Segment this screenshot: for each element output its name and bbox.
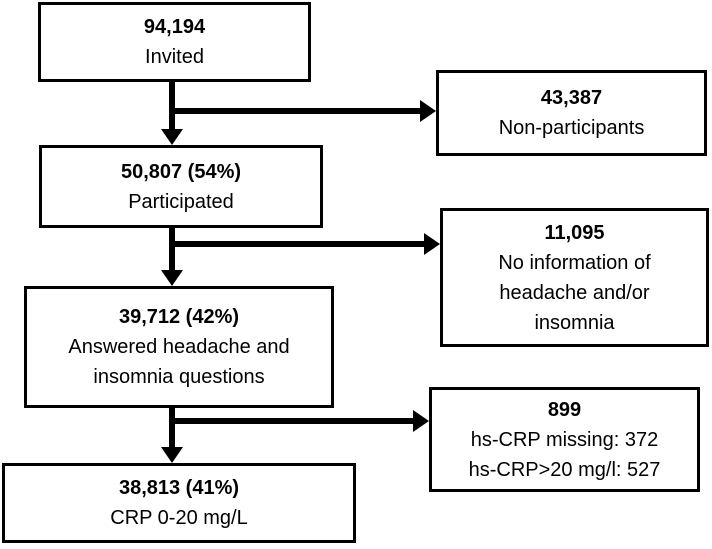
arrow-shaft	[172, 418, 413, 424]
arrow-right-icon	[413, 410, 429, 432]
arrow-down-icon	[161, 270, 183, 286]
flow-box-answered: 39,712 (42%) Answered headache and insom…	[24, 286, 334, 408]
excluded-crp-line1: hs-CRP missing: 372	[470, 428, 659, 451]
arrow-shaft	[169, 82, 175, 129]
answered-label-line2: insomnia questions	[93, 366, 265, 388]
excluded-crp-count: 899	[547, 398, 582, 421]
flow-box-non-participants: 43,387 Non-participants	[436, 70, 707, 156]
arrow-shaft	[169, 408, 175, 447]
flow-box-invited: 94,194 Invited	[38, 2, 311, 82]
excluded-crp-line2: hs-CRP>20 mg/l: 527	[468, 458, 661, 481]
participated-count: 50,807 (54%)	[120, 160, 242, 183]
non-participants-count: 43,387	[540, 87, 603, 109]
non-participants-label: Non-participants	[498, 117, 645, 139]
no-information-label-line1: No information of	[498, 251, 651, 274]
arrow-shaft	[169, 228, 175, 270]
participated-label: Participated	[128, 190, 234, 213]
arrow-down-icon	[161, 447, 183, 463]
flow-box-crp-range: 38,813 (41%) CRP 0-20 mg/L	[2, 463, 356, 543]
no-information-count: 11,095	[544, 221, 605, 244]
flow-box-no-information: 11,095 No information of headache and/or…	[440, 208, 709, 347]
invited-count: 94,194	[143, 16, 206, 38]
no-information-label-line3: insomnia	[534, 311, 615, 334]
arrow-down-icon	[161, 129, 183, 145]
flow-box-excluded-crp: 899 hs-CRP missing: 372 hs-CRP>20 mg/l: …	[429, 387, 700, 492]
arrow-right-icon	[420, 100, 436, 122]
crp-range-count: 38,813 (41%)	[118, 477, 240, 499]
arrow-shaft	[172, 108, 420, 114]
arrow-shaft	[172, 241, 424, 247]
arrow-right-icon	[424, 233, 440, 255]
answered-count: 39,712 (42%)	[118, 306, 240, 328]
answered-label-line1: Answered headache and	[68, 336, 290, 358]
no-information-label-line2: headache and/or	[499, 281, 650, 304]
flow-box-participated: 50,807 (54%) Participated	[39, 145, 323, 228]
crp-range-label: CRP 0-20 mg/L	[110, 507, 248, 529]
invited-label: Invited	[145, 46, 204, 68]
